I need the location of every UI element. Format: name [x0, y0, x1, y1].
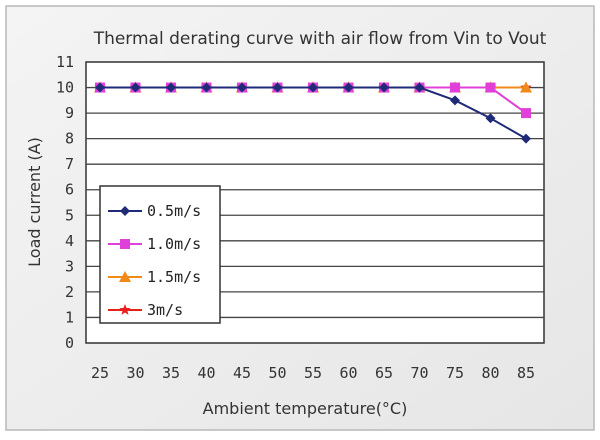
data-point	[450, 82, 460, 93]
x-tick-label: 70	[410, 364, 428, 382]
legend-box	[99, 185, 221, 324]
data-point	[237, 82, 247, 93]
x-tick-label: 50	[268, 364, 286, 382]
data-point	[450, 95, 460, 106]
x-tick-label: 65	[375, 364, 393, 382]
y-tick-label: 5	[65, 206, 74, 224]
data-point	[201, 82, 212, 93]
legend-label: 1.0m/s	[147, 235, 201, 253]
data-point	[485, 82, 496, 93]
y-tick-label: 11	[56, 53, 74, 71]
x-tick-labels: 25 30 35 40 45 50 55 60 65 70 75 80 85	[91, 364, 535, 382]
y-tick-label: 2	[65, 283, 74, 301]
x-tick-label: 45	[233, 364, 251, 382]
x-tick-label: 55	[304, 364, 322, 382]
data-point	[166, 82, 176, 93]
y-tick-label: 1	[65, 308, 74, 326]
y-tick-label: 9	[65, 104, 74, 122]
y-tick-label: 8	[65, 130, 74, 148]
data-point	[485, 113, 496, 124]
legend-item: 0.5m/s	[108, 202, 201, 220]
y-axis-label: Load current (A)	[25, 137, 44, 267]
data-point	[379, 82, 389, 93]
data-point	[343, 82, 354, 93]
x-tick-label: 85	[517, 364, 535, 382]
legend-label: 1.5m/s	[147, 268, 201, 286]
legend-item: 1.5m/s	[108, 268, 201, 286]
data-point	[130, 82, 141, 93]
y-tick-label: 4	[65, 232, 74, 250]
data-point	[119, 271, 131, 282]
series-0.5m/s	[95, 82, 531, 144]
data-point	[272, 82, 283, 93]
x-tick-label: 75	[446, 364, 464, 382]
x-tick-label: 80	[481, 364, 499, 382]
data-point	[308, 82, 318, 93]
data-point	[120, 239, 130, 249]
data-point	[119, 304, 131, 315]
data-point	[120, 206, 130, 216]
legend-item: 1.0m/s	[108, 235, 201, 253]
data-point	[521, 108, 531, 119]
legend-label: 3m/s	[147, 301, 183, 319]
y-tick-label: 10	[56, 79, 74, 97]
x-axis-label: Ambient temperature(°C)	[203, 399, 408, 418]
y-tick-labels: 0 1 2 3 4 5 6 7 8 9 10 11	[56, 53, 74, 352]
data-point	[520, 81, 532, 93]
legend-item: 3m/s	[108, 301, 183, 319]
y-tick-label: 3	[65, 257, 74, 275]
y-tick-label: 0	[65, 334, 74, 352]
x-tick-label: 40	[197, 364, 215, 382]
x-tick-label: 25	[91, 364, 109, 382]
y-tick-label: 7	[65, 155, 74, 173]
data-point	[95, 82, 105, 93]
data-point	[521, 133, 531, 144]
legend: 0.5m/s 1.0m/s 1.5m/s 3m/s	[99, 185, 221, 324]
x-tick-label: 35	[162, 364, 180, 382]
chart-title: Thermal derating curve with air flow fro…	[93, 29, 547, 49]
x-tick-label: 60	[339, 364, 357, 382]
data-point	[414, 82, 425, 93]
y-tick-label: 6	[65, 181, 74, 199]
x-tick-label: 30	[126, 364, 144, 382]
legend-label: 0.5m/s	[147, 202, 201, 220]
series-layer	[94, 81, 532, 144]
